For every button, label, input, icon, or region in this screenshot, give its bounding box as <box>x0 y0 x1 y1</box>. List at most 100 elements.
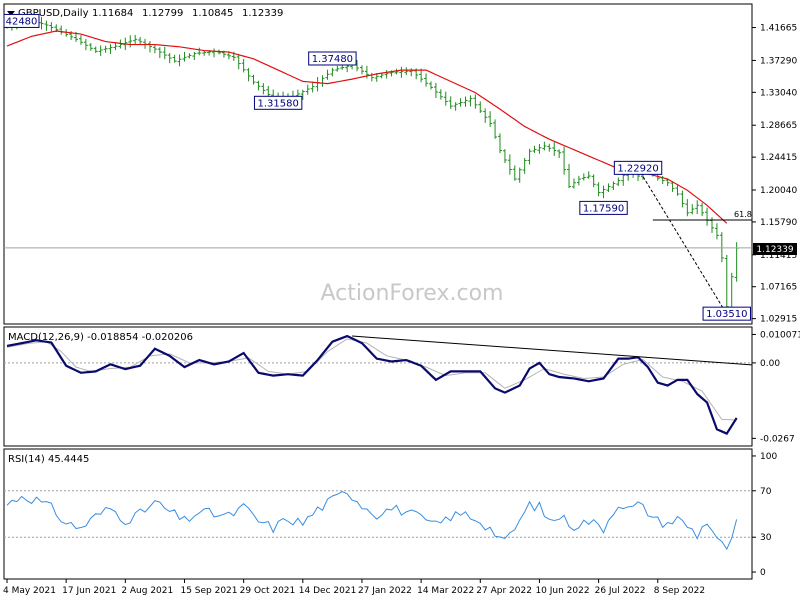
ohlc-bar <box>399 66 404 78</box>
date-tick-label: 15 Sep 2021 <box>180 586 237 596</box>
ohlc-bar <box>182 51 187 62</box>
ohlc-bar <box>157 47 162 59</box>
annotation-box <box>253 95 303 110</box>
header-high: 1.12799 <box>142 8 183 19</box>
ohlc-bar <box>83 38 88 51</box>
macd-trendline <box>352 335 753 366</box>
price-tick-label: 1.33040 <box>760 88 797 98</box>
date-tick-label: 4 May 2021 <box>3 586 56 596</box>
annotation-box <box>579 200 628 215</box>
price-annotation: 1.17590 <box>579 200 628 215</box>
annotation-text: 42480 <box>6 16 38 27</box>
ohlc-bar <box>133 34 138 45</box>
ohlc-bar <box>537 144 542 154</box>
ohlc-bar <box>197 47 202 56</box>
macd-tick-label: 0.00 <box>760 359 780 369</box>
ohlc-bar <box>680 190 685 208</box>
symbol-dropdown-icon[interactable] <box>7 11 15 16</box>
ohlc-bar <box>241 58 246 73</box>
macd-tick-label: 0.010071 <box>760 330 800 340</box>
ohlc-bar <box>488 111 493 127</box>
ohlc-bar <box>601 185 606 199</box>
ohlc-bar <box>305 84 310 95</box>
ohlc-bar <box>596 182 601 197</box>
ohlc-bar <box>591 174 596 188</box>
ohlc-bar <box>468 95 473 107</box>
ohlc-bar <box>552 142 557 156</box>
ohlc-bar <box>404 67 409 76</box>
ohlc-bar <box>379 73 384 79</box>
annotation-box <box>3 13 40 28</box>
ohlc-bar <box>576 175 581 186</box>
date-tick-label: 26 Jul 2022 <box>595 586 646 596</box>
date-tick-label: 17 Jun 2021 <box>62 586 116 596</box>
ohlc-bar <box>103 45 108 53</box>
ohlc-bar <box>152 44 157 54</box>
rsi-tick-label: 0 <box>760 568 766 578</box>
ohlc-bar <box>88 42 93 51</box>
last-price-label: 1.12339 <box>756 245 793 255</box>
annotation-box <box>613 160 663 175</box>
price-annotation: 1.37480 <box>308 51 357 66</box>
ohlc-bar <box>606 183 611 193</box>
date-tick-label: 10 Jun 2022 <box>535 586 589 596</box>
ohlc-bar <box>113 42 118 51</box>
ohlc-bar <box>419 68 424 83</box>
price-tick-label: 1.15790 <box>760 218 797 228</box>
price-annotation: 1.22920 <box>613 160 663 175</box>
ohlc-bar <box>246 68 251 82</box>
macd-title: MACD(12,26,9) -0.018854 -0.020206 <box>8 332 193 343</box>
ohlc-bar <box>695 200 700 215</box>
ohlc-bar <box>527 148 532 165</box>
ohlc-bar <box>325 69 330 80</box>
macd-line <box>6 334 738 435</box>
ohlc-bar <box>187 53 192 59</box>
price-tick-label: 1.37290 <box>760 56 797 66</box>
ohlc-bar <box>256 80 261 91</box>
ohlc-bar <box>581 173 586 181</box>
ohlc-bar <box>542 141 547 151</box>
ohlc-bar <box>251 74 256 85</box>
price-annotation: 1.03510 <box>702 306 751 321</box>
ohlc-bar <box>330 67 335 77</box>
ohlc-bar <box>93 46 98 54</box>
ohlc-bar <box>502 149 507 164</box>
ohlc-bar <box>463 96 468 107</box>
ohlc-bar <box>498 133 502 154</box>
annotation-box <box>308 51 357 66</box>
ohlc-bar <box>611 181 616 191</box>
ohlc-bar <box>616 177 621 187</box>
rsi-panel <box>3 448 753 580</box>
price-annotation: 1.31580 <box>253 95 303 110</box>
rsi-title: RSI(14) 45.4445 <box>8 454 89 465</box>
annotation-text: 1.31580 <box>257 98 298 109</box>
ohlc-bar <box>394 68 399 75</box>
ohlc-bar <box>532 145 537 153</box>
ohlc-bar <box>458 98 463 107</box>
ohlc-bar <box>236 53 241 70</box>
ohlc-bar <box>98 45 103 56</box>
ohlc-bar <box>167 53 172 64</box>
ohlc-bar <box>483 108 488 123</box>
macd-tick-label: -0.0267 <box>760 434 795 444</box>
ohlc-bar <box>517 167 522 183</box>
ohlc-bar <box>310 81 315 93</box>
price-tick-label: 1.07165 <box>760 283 797 293</box>
ohlc-bar <box>473 94 478 109</box>
date-tick-label: 29 Oct 2021 <box>240 586 296 596</box>
ohlc-bar <box>147 41 152 53</box>
ohlc-bar <box>39 16 44 30</box>
ohlc-bar <box>335 65 340 72</box>
ohlc-bar <box>438 89 443 100</box>
ohlc-bar <box>675 185 680 196</box>
ohlc-bar <box>685 199 690 217</box>
ohlc-bar <box>384 70 389 79</box>
annotation-text: 1.22920 <box>617 163 658 174</box>
ohlc-bar <box>493 119 498 139</box>
ohlc-bar <box>162 46 167 60</box>
price-tick-label: 1.28665 <box>760 121 797 131</box>
price-panel <box>3 3 753 325</box>
fib-level-label: 61.8 <box>734 210 752 219</box>
ohlc-bar <box>172 54 177 63</box>
